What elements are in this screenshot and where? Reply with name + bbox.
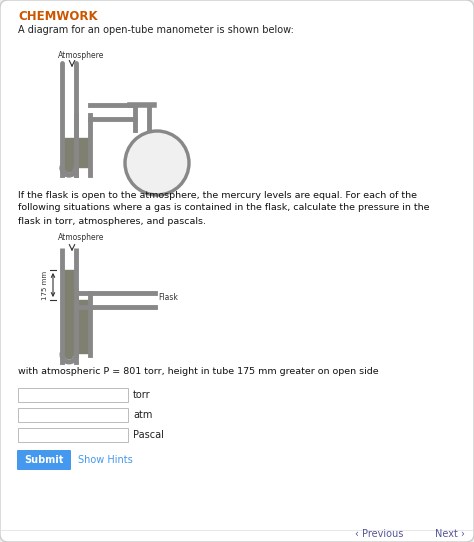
Circle shape (125, 131, 189, 195)
Text: torr: torr (133, 390, 151, 400)
Text: Atmosphere: Atmosphere (58, 234, 104, 242)
Text: Atmosphere: Atmosphere (58, 50, 104, 60)
Polygon shape (63, 167, 75, 172)
Text: flask in torr, atmospheres, and pascals.: flask in torr, atmospheres, and pascals. (18, 216, 206, 225)
Text: Show Hints: Show Hints (78, 455, 133, 465)
Text: with atmospheric P = 801 torr, height in tube 175 mm greater on open side: with atmospheric P = 801 torr, height in… (18, 367, 379, 377)
Bar (18, 408, 128, 422)
Text: Next ›: Next › (435, 529, 465, 539)
Text: CHEMWORK: CHEMWORK (18, 10, 98, 23)
Bar (18, 428, 128, 442)
Text: following situations where a gas is contained in the flask, calculate the pressu: following situations where a gas is cont… (18, 203, 429, 212)
Bar (18, 388, 128, 402)
Text: Flask: Flask (158, 293, 178, 302)
Text: ‹ Previous: ‹ Previous (355, 529, 403, 539)
Text: If the flask is open to the atmosphere, the mercury levels are equal. For each o: If the flask is open to the atmosphere, … (18, 190, 417, 199)
Text: atm: atm (133, 410, 152, 420)
Text: Pascal: Pascal (133, 430, 164, 440)
Polygon shape (63, 353, 75, 359)
FancyBboxPatch shape (17, 450, 71, 470)
Text: A diagram for an open-tube manometer is shown below:: A diagram for an open-tube manometer is … (18, 25, 294, 35)
Text: Submit: Submit (24, 455, 64, 465)
Text: 175 mm: 175 mm (42, 270, 48, 300)
